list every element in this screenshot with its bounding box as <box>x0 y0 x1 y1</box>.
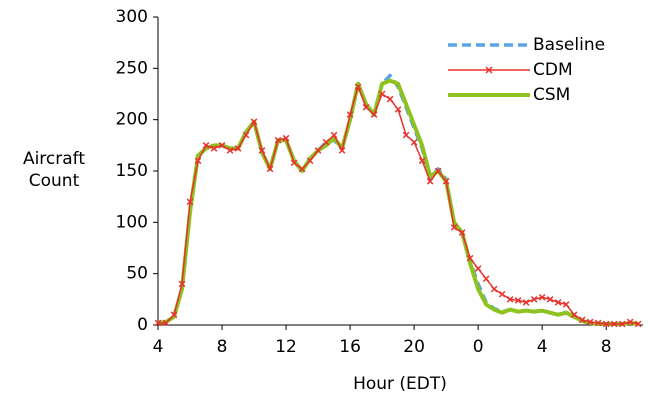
series-line <box>157 78 639 326</box>
series-marker <box>634 320 642 328</box>
series-marker <box>498 290 506 298</box>
x-tick-label: 20 <box>403 337 425 357</box>
series-marker <box>586 318 594 326</box>
legend-marker <box>485 66 493 74</box>
series-marker <box>474 265 482 272</box>
series-marker <box>378 90 386 98</box>
series-marker <box>266 165 274 173</box>
series-marker <box>402 131 410 139</box>
series-marker <box>386 95 394 103</box>
series-marker <box>170 311 178 319</box>
series-marker <box>610 320 618 328</box>
series-marker <box>250 118 258 126</box>
series-marker <box>258 147 266 154</box>
series-marker <box>330 131 338 139</box>
series-marker <box>370 111 378 118</box>
series-marker <box>202 142 210 149</box>
series-line <box>157 73 639 326</box>
series-marker <box>218 142 226 149</box>
y-tick-label: 200 <box>116 110 148 130</box>
y-tick-label: 50 <box>126 264 148 284</box>
series-marker <box>210 145 218 152</box>
series-marker <box>274 136 282 144</box>
series-marker <box>426 177 434 185</box>
x-tick-label: 8 <box>601 337 612 357</box>
series-marker <box>322 138 330 146</box>
series-marker <box>554 299 562 306</box>
series-marker <box>346 111 354 118</box>
series-marker <box>618 320 626 328</box>
series-marker <box>626 318 634 326</box>
series-marker <box>482 275 490 283</box>
series-marker <box>418 157 426 165</box>
series-marker <box>234 145 242 152</box>
series-marker <box>570 311 578 319</box>
y-axis-label: Aircraft Count <box>22 149 86 191</box>
series-marker <box>186 198 194 206</box>
x-tick-label: 4 <box>153 337 164 357</box>
series-marker <box>226 147 234 154</box>
y-tick-label: 0 <box>137 315 148 335</box>
series-marker <box>394 106 402 113</box>
series-marker <box>466 254 474 262</box>
x-axis-label: Hour (EDT) <box>353 374 447 394</box>
legend-label: CDM <box>533 60 573 80</box>
series-marker <box>314 147 322 154</box>
series-marker <box>490 285 498 293</box>
series-marker <box>594 319 602 327</box>
series-marker <box>290 159 298 167</box>
series-line <box>158 86 639 325</box>
series-marker <box>282 134 290 142</box>
series-marker <box>410 138 418 146</box>
series-marker <box>538 293 546 301</box>
series-marker <box>306 157 314 165</box>
series-marker <box>442 177 450 185</box>
series-marker <box>514 297 522 304</box>
series-marker <box>298 165 306 173</box>
series-marker <box>162 319 170 327</box>
series-marker <box>154 319 162 327</box>
series-marker <box>506 296 514 303</box>
x-tick-label: 0 <box>473 337 484 357</box>
series-marker <box>458 229 466 236</box>
series-marker <box>562 301 570 308</box>
legend-label: CSM <box>533 85 570 105</box>
series-marker <box>434 167 442 175</box>
series-marker <box>522 299 530 306</box>
series-marker <box>362 104 370 111</box>
series-marker <box>578 316 586 324</box>
y-tick-label: 250 <box>116 58 148 78</box>
series-marker <box>178 280 186 288</box>
series-marker <box>338 147 346 154</box>
series-marker <box>194 157 202 165</box>
series-marker <box>242 131 250 139</box>
y-tick-label: 300 <box>116 7 148 27</box>
x-tick-label: 8 <box>217 337 228 357</box>
y-tick-label: 150 <box>116 161 148 181</box>
series-marker <box>546 296 554 303</box>
x-tick-label: 4 <box>537 337 548 357</box>
legend-label: Baseline <box>533 35 605 55</box>
y-tick-label: 100 <box>116 212 148 232</box>
series-marker <box>530 296 538 303</box>
series-marker <box>450 224 458 231</box>
x-tick-label: 12 <box>275 337 297 357</box>
x-tick-label: 16 <box>339 337 361 357</box>
series-marker <box>354 83 362 91</box>
series-marker <box>602 320 610 328</box>
